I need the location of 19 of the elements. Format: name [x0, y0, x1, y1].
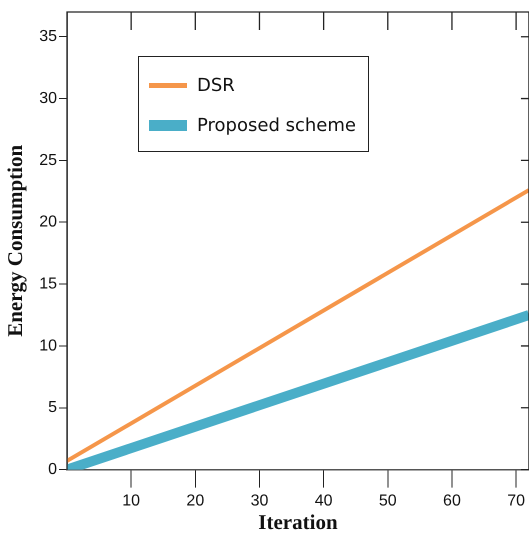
- x-axis-title: Iteration: [258, 510, 338, 534]
- legend-label: DSR: [197, 74, 235, 96]
- y-tick-label: 25: [39, 152, 58, 169]
- y-tick-label: 15: [39, 275, 58, 292]
- y-tick-label: 35: [39, 28, 58, 46]
- y-tick-label: 30: [39, 90, 58, 107]
- x-tick-label: 60: [443, 492, 461, 510]
- x-tick-label: 40: [314, 492, 333, 510]
- y-axis-title: Energy Consumption: [3, 144, 28, 337]
- x-tick-label: 50: [378, 492, 397, 510]
- x-tick-label: 10: [122, 492, 140, 510]
- y-tick-label: 20: [39, 214, 58, 231]
- y-tick-label: 5: [48, 399, 58, 416]
- x-tick-label: 70: [507, 492, 526, 510]
- legend-label: Proposed scheme: [197, 114, 356, 136]
- x-tick-label: 20: [186, 492, 204, 510]
- y-tick-label: 10: [39, 337, 58, 354]
- x-tick-label: 30: [250, 492, 268, 510]
- y-tick-label: 0: [48, 461, 58, 478]
